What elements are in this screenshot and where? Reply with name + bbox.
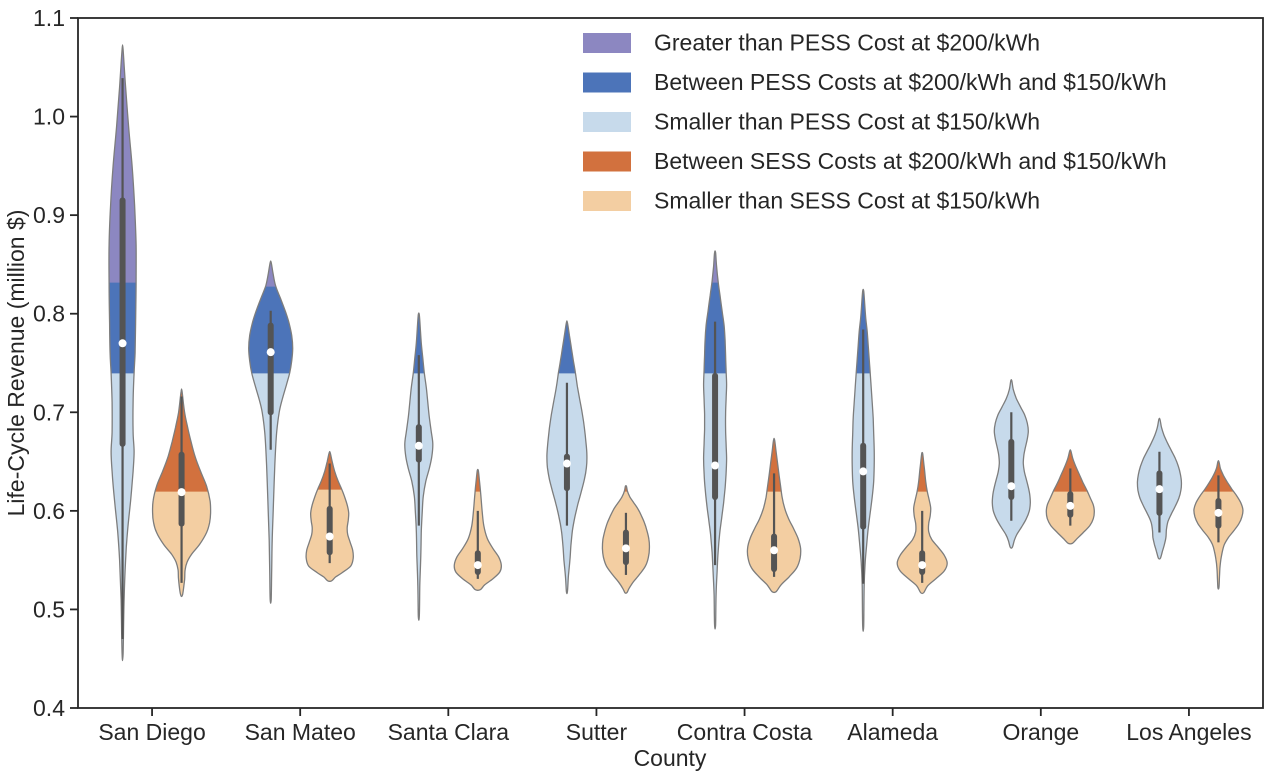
violin-los-angeles-pess-outline [1136, 417, 1183, 560]
legend: Greater than PESS Cost at $200/kWh Betwee… [583, 30, 1167, 214]
violin-contra-costa-sess-median-dot [770, 546, 779, 555]
y-tick-label: 0.4 [33, 695, 65, 721]
violin-san-mateo-sess-median-dot [325, 532, 334, 541]
violin-santa-clara-sess-median-dot [473, 561, 482, 570]
violin-alameda-pess-median-dot [859, 467, 868, 476]
violin-san-mateo-pess-segment-light_blue [251, 372, 290, 601]
axis-layer: 0.4 0.5 0.6 0.7 0.8 0.9 1.0 1.1 San Diego San Mat… [33, 5, 1264, 745]
violin-contra-costa-pess-median-dot [711, 461, 720, 470]
legend-item-blue: Between PESS Costs at $200/kWh and $150/… [583, 69, 1167, 95]
violin-alameda-sess-outline [896, 451, 948, 595]
violin-sutter-sess-median-dot [621, 544, 630, 553]
violin-san-mateo-pess-segment-purple [265, 261, 276, 287]
legend-swatch-blue [583, 72, 631, 93]
violin-alameda-pess-outline [851, 288, 875, 633]
x-tick-label-alameda: Alameda [847, 719, 938, 745]
violin-contra-costa-pess-segment-purple [711, 252, 719, 283]
x-tick-label-san-mateo: San Mateo [245, 719, 356, 745]
violin-san-mateo-pess-outline [248, 260, 294, 604]
violin-orange-sess-median-dot [1066, 501, 1075, 510]
violin-los-angeles-pess-median-dot [1155, 485, 1164, 494]
violin-orange-pess [991, 379, 1031, 549]
x-tick-label-santa-clara: Santa Clara [388, 719, 510, 745]
x-axis-label: County [634, 745, 707, 771]
y-tick-label: 0.9 [33, 202, 65, 228]
violin-sutter-pess-median-dot [562, 459, 571, 468]
violin-san-diego-sess [151, 388, 212, 598]
violin-contra-costa-sess-segment-orange [766, 439, 782, 492]
legend-label-purple: Greater than PESS Cost at $200/kWh [654, 30, 1040, 56]
violin-sutter-pess-segment-blue [558, 322, 576, 374]
violin-alameda-sess-median-dot [918, 561, 927, 570]
legend-swatch-purple [583, 33, 631, 53]
violin-san-diego-pess [108, 44, 137, 662]
y-axis-label: Life-Cycle Revenue (million $) [3, 210, 29, 517]
violin-san-diego-sess-outline [151, 388, 212, 598]
violin-san-mateo-pess-median-dot [266, 348, 275, 357]
legend-swatch-light_blue [583, 112, 631, 132]
x-tick-label-san-diego: San Diego [98, 719, 205, 745]
legend-label-orange: Between SESS Costs at $200/kWh and $150/… [654, 148, 1167, 174]
legend-label-blue: Between PESS Costs at $200/kWh and $150/… [654, 69, 1167, 95]
violin-san-diego-pess-outline [108, 44, 137, 662]
x-tick-label-los-angeles: Los Angeles [1126, 719, 1251, 745]
legend-item-purple: Greater than PESS Cost at $200/kWh [583, 30, 1040, 56]
violin-los-angeles-sess [1193, 460, 1244, 590]
legend-swatch-light_orange [583, 191, 631, 211]
violin-layer [108, 44, 1244, 662]
violin-sutter-pess [546, 320, 588, 595]
legend-item-orange: Between SESS Costs at $200/kWh and $150/… [583, 148, 1167, 174]
legend-label-light_blue: Smaller than PESS Cost at $150/kWh [654, 109, 1040, 135]
violin-los-angeles-pess [1136, 417, 1183, 560]
violin-orange-sess [1045, 449, 1095, 545]
violin-sutter-sess [601, 484, 651, 594]
violin-contra-costa-sess [746, 437, 802, 594]
violin-los-angeles-sess-median-dot [1214, 508, 1223, 517]
violin-san-mateo-sess [305, 450, 354, 582]
legend-item-light_blue: Smaller than PESS Cost at $150/kWh [583, 109, 1040, 135]
x-tick-label-orange: Orange [1002, 719, 1079, 745]
violin-santa-clara-sess [453, 468, 503, 591]
violin-orange-pess-median-dot [1007, 482, 1016, 491]
violin-santa-clara-pess-outline [404, 312, 434, 621]
violin-orange-sess-outline [1045, 449, 1095, 545]
violin-contra-costa-pess-outline [702, 250, 728, 630]
violin-sutter-sess-outline [601, 484, 651, 594]
violin-san-mateo-pess [248, 260, 294, 604]
violin-santa-clara-pess-segment-blue [413, 314, 425, 374]
violin-orange-pess-outline [991, 379, 1031, 549]
violin-alameda-sess [896, 451, 948, 595]
legend-swatch-orange [583, 151, 631, 172]
y-tick-label: 0.7 [33, 399, 65, 425]
violin-los-angeles-sess-outline [1193, 460, 1244, 590]
y-tick-label: 0.5 [33, 596, 65, 622]
violin-contra-costa-pess [702, 250, 728, 630]
violin-alameda-pess [851, 288, 875, 633]
violin-contra-costa-sess-outline [746, 437, 802, 594]
y-tick-label: 0.8 [33, 301, 65, 327]
violin-santa-clara-sess-segment-orange [475, 469, 481, 492]
violin-san-mateo-sess-outline [305, 450, 354, 582]
violin-santa-clara-pess [404, 312, 434, 621]
plot-border [77, 17, 1264, 709]
violin-santa-clara-sess-outline [453, 468, 503, 591]
violin-san-diego-sess-median-dot [177, 488, 186, 497]
violin-santa-clara-pess-median-dot [414, 441, 423, 450]
y-tick-label: 0.6 [33, 498, 65, 524]
y-tick-label: 1.0 [33, 104, 65, 130]
y-tick-label: 1.1 [33, 5, 65, 31]
violin-san-diego-pess-median-dot [118, 339, 127, 348]
violin-sutter-pess-outline [546, 320, 588, 595]
x-tick-label-sutter: Sutter [566, 719, 628, 745]
legend-label-light_orange: Smaller than SESS Cost at $150/kWh [654, 188, 1040, 214]
legend-item-light_orange: Smaller than SESS Cost at $150/kWh [583, 188, 1040, 214]
x-tick-label-contra-costa: Contra Costa [677, 719, 813, 745]
violin-alameda-sess-segment-orange [917, 453, 928, 492]
